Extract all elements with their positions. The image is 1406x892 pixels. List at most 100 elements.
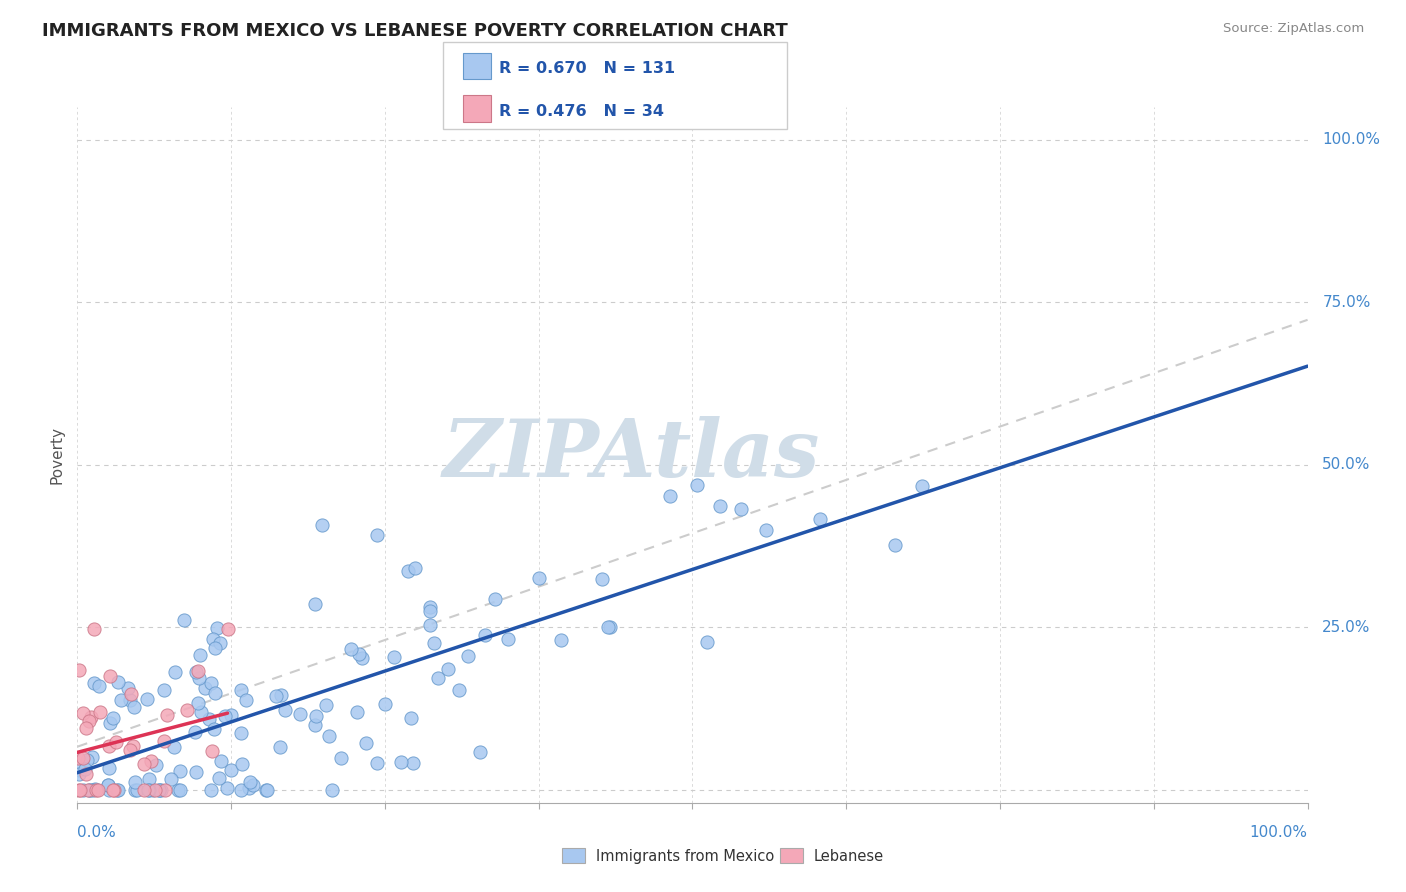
Point [202, 723, 225, 737]
Point [315, 698, 337, 712]
Point [396, 564, 419, 578]
Point [120, 693, 142, 707]
Point [72, 782, 94, 797]
Point [132, 756, 155, 771]
Text: ZIPAtlas: ZIPAtlas [443, 417, 820, 493]
Point [366, 527, 388, 541]
Point [755, 523, 778, 537]
Point [447, 683, 470, 698]
Point [110, 692, 132, 706]
Point [256, 782, 278, 797]
Point [204, 640, 226, 655]
Point [98, 716, 121, 731]
Point [208, 771, 231, 785]
Point [242, 778, 264, 792]
Point [484, 592, 506, 607]
Point [330, 750, 353, 764]
Point [97, 778, 120, 792]
Point [101, 711, 124, 725]
Point [163, 739, 186, 754]
Point [457, 648, 479, 663]
Point [288, 707, 311, 722]
Point [75, 722, 97, 736]
Point [221, 708, 243, 723]
Point [911, 479, 934, 493]
Point [67, 767, 90, 781]
Point [659, 489, 682, 503]
Point [79, 782, 101, 797]
Point [198, 712, 221, 726]
Point [269, 739, 291, 754]
Point [117, 681, 139, 695]
Point [190, 648, 212, 663]
Point [239, 775, 262, 789]
Point [138, 782, 160, 797]
Point [305, 709, 328, 723]
Text: 100.0%: 100.0% [1250, 825, 1308, 840]
Point [201, 744, 224, 758]
Point [254, 782, 277, 797]
Point [97, 761, 120, 775]
Text: 100.0%: 100.0% [1323, 132, 1381, 147]
Point [217, 623, 239, 637]
Point [82, 749, 104, 764]
Point [496, 632, 519, 646]
Point [419, 618, 441, 632]
Point [204, 686, 226, 700]
Point [599, 620, 621, 634]
Text: 25.0%: 25.0% [1323, 620, 1371, 635]
Point [184, 725, 207, 739]
Point [347, 647, 370, 661]
Point [152, 734, 174, 748]
Point [159, 772, 181, 786]
Point [83, 676, 105, 690]
Point [321, 782, 343, 797]
Point [231, 782, 253, 797]
Point [808, 512, 831, 526]
Point [270, 688, 292, 702]
Point [474, 628, 496, 642]
Point [184, 665, 207, 680]
Point [67, 663, 90, 677]
Point [231, 683, 253, 698]
Point [709, 499, 731, 513]
Point [340, 642, 363, 657]
Text: Immigrants from Mexico: Immigrants from Mexico [596, 849, 775, 863]
Point [145, 757, 167, 772]
Point [73, 762, 96, 776]
Point [98, 669, 121, 683]
Point [148, 782, 170, 797]
Point [77, 714, 100, 728]
Point [231, 757, 253, 772]
Point [156, 707, 179, 722]
Text: R = 0.476   N = 34: R = 0.476 N = 34 [499, 104, 664, 119]
Point [84, 781, 107, 796]
Point [132, 782, 155, 797]
Text: 75.0%: 75.0% [1323, 294, 1371, 310]
Point [229, 726, 252, 740]
Point [121, 739, 143, 753]
Point [72, 706, 94, 721]
Point [209, 754, 232, 768]
Point [209, 635, 232, 649]
Point [423, 635, 446, 649]
Point [884, 538, 907, 552]
Point [215, 780, 238, 795]
Point [205, 621, 228, 635]
Point [97, 778, 120, 792]
Point [591, 572, 613, 586]
Point [105, 735, 128, 749]
Point [142, 782, 165, 797]
Point [107, 674, 129, 689]
Point [184, 765, 207, 780]
Point [118, 743, 141, 757]
Point [374, 697, 396, 711]
Point [120, 687, 142, 701]
Point [173, 613, 195, 627]
Point [79, 782, 101, 797]
Point [470, 744, 492, 758]
Point [426, 671, 449, 685]
Point [194, 681, 217, 696]
Point [76, 753, 98, 767]
Point [238, 780, 260, 795]
